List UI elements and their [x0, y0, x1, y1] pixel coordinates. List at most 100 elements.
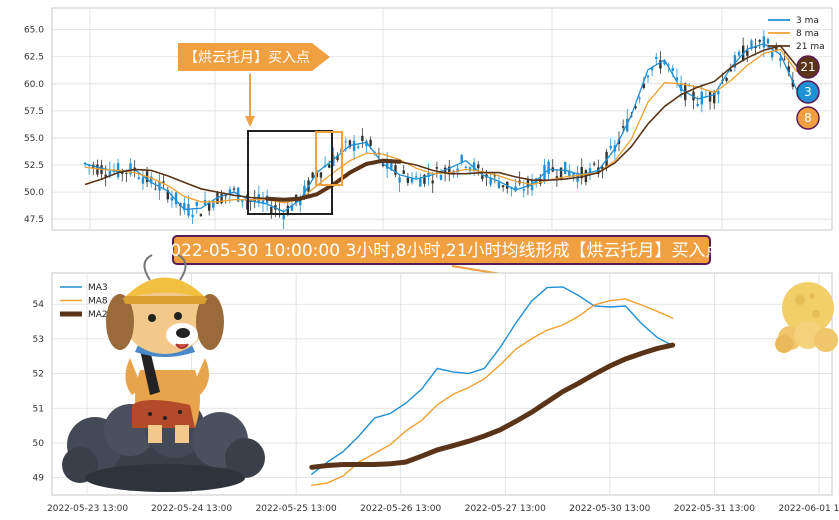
candle-body: [361, 135, 364, 142]
bottom-series-line-MA3: [311, 286, 674, 475]
bottom-y-tick-label: 53: [33, 335, 44, 345]
candle-body: [609, 145, 612, 149]
candle-body: [733, 55, 737, 68]
candle-body: [626, 118, 629, 132]
candle-body: [162, 181, 165, 183]
candle-body: [183, 202, 186, 211]
bottom-y-tick-label: 51: [33, 404, 44, 414]
bottom-y-tick-labels: 49 50 51 52 53 54: [33, 300, 45, 483]
bottom-ma-lines: [309, 286, 676, 486]
candle-body: [261, 199, 265, 204]
candle-body: [220, 194, 223, 204]
candle-body: [477, 164, 480, 169]
candle-body: [787, 66, 790, 73]
candle-body: [667, 64, 670, 66]
candle-body: [638, 98, 641, 100]
candle-body: [352, 140, 356, 152]
candle-body: [468, 167, 472, 171]
candle-body: [725, 77, 728, 81]
candle-body: [655, 56, 658, 59]
bottom-x-tick-label: 2022-05-24 13:00: [151, 504, 232, 514]
candle-body: [228, 189, 232, 195]
top-y-tick-label: 65.0: [24, 26, 44, 36]
candle-body: [419, 178, 422, 187]
candle-body: [493, 174, 497, 177]
candle-body: [679, 82, 683, 92]
banner-text: 2022-05-30 10:00:00 3小时,8小时,21小时均线形成【烘云托…: [159, 241, 722, 261]
candle-body: [489, 178, 492, 185]
candle-body: [746, 50, 749, 56]
bottom-x-tick-label: 2022-05-26 13:00: [360, 504, 441, 514]
bottom-series-line-MA21: [309, 342, 676, 470]
bottom-legend: MA3 MA8 MA21: [60, 283, 113, 320]
candle-body: [224, 195, 227, 197]
buy-point-arrow-annotation: 【烘云托月】买入点: [178, 43, 343, 215]
highlight-box-orange: [315, 131, 343, 186]
cartoon-dog-illustration: [62, 254, 265, 492]
candle-body: [212, 202, 215, 208]
candle-body: [713, 91, 716, 104]
top-plot-frame: [51, 7, 833, 231]
candle-body: [659, 60, 662, 69]
candle-body: [282, 213, 285, 220]
candle-body: [717, 91, 720, 95]
top-y-tick-labels: 47.5 50.0 52.5 55.0 57.5 60.0 62.5 65.0: [24, 26, 44, 226]
top-legend: 3 ma 8 ma 21 ma: [768, 16, 825, 52]
candle-body: [688, 85, 691, 87]
bottom-x-tick-label: 2022-05-30 13:00: [569, 504, 650, 514]
candle-body: [104, 174, 107, 177]
candle-body: [141, 177, 145, 184]
candle-body: [770, 51, 774, 58]
candle-body: [464, 166, 468, 168]
candle-body: [199, 214, 203, 217]
candle-body: [563, 161, 567, 175]
candle-body: [642, 83, 646, 88]
candle-body: [439, 174, 443, 180]
candle-body: [588, 168, 592, 173]
candle-body: [154, 188, 157, 190]
bottom-y-tick-label: 52: [33, 370, 44, 380]
candle-body: [406, 177, 410, 183]
candle-body: [332, 155, 335, 167]
candle-body: [750, 40, 753, 50]
candle-body: [195, 202, 198, 206]
candle-body: [328, 164, 331, 168]
candle-body: [207, 203, 211, 211]
candle-body: [390, 163, 393, 171]
dog-head: [106, 254, 224, 354]
candle-body: [357, 146, 360, 148]
candle-body: [137, 177, 141, 179]
bottom-y-tick-label: 50: [33, 439, 45, 449]
candle-body: [319, 172, 323, 178]
bubble-21-label: 21: [800, 60, 815, 74]
candle-body: [290, 205, 294, 211]
candle-body: [394, 165, 397, 175]
candle-body: [166, 190, 169, 200]
candle-body: [675, 77, 679, 81]
candle-body: [775, 45, 778, 51]
top-y-tick-label: 52.5: [24, 161, 44, 171]
candle-body: [514, 186, 517, 192]
top-y-tick-label: 60.0: [24, 80, 44, 90]
candle-body: [568, 170, 571, 177]
candle-body: [187, 204, 190, 216]
candle-body: [580, 166, 583, 179]
candle-body: [572, 173, 575, 177]
candle-body: [241, 199, 244, 202]
candle-body: [481, 175, 484, 180]
top-legend-label: 21 ma: [796, 42, 825, 52]
top-series-line-21-ma: [84, 44, 798, 201]
bubble-3-label: 3: [804, 85, 812, 99]
candle-body: [398, 177, 401, 183]
candle-body: [634, 106, 637, 109]
candle-body: [522, 189, 525, 191]
candle-body: [191, 214, 194, 218]
candle-body: [348, 140, 352, 148]
candle-body: [601, 166, 604, 170]
candle-body: [402, 170, 405, 174]
candle-body: [555, 176, 559, 179]
candle-body: [170, 197, 174, 201]
candle-body: [303, 185, 306, 197]
candle-body: [497, 182, 501, 189]
candle-body: [559, 167, 563, 179]
